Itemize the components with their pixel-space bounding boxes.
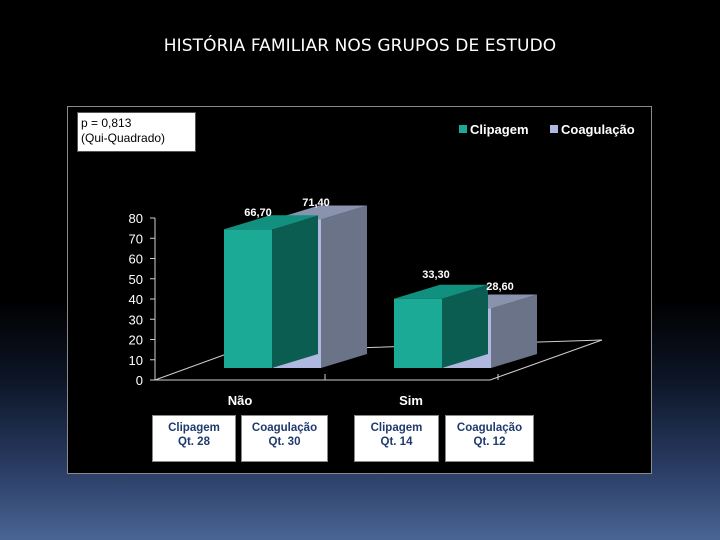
bar-side xyxy=(321,205,367,368)
y-tick-label: 80 xyxy=(129,211,143,226)
data-label: 71,40 xyxy=(302,197,330,209)
bar-side xyxy=(442,284,488,368)
y-tick-label: 60 xyxy=(129,252,143,267)
bar xyxy=(394,298,442,368)
count-qt: Qt. 14 xyxy=(380,436,413,448)
y-tick-label: 20 xyxy=(129,333,143,348)
bar xyxy=(224,229,272,368)
bar-top xyxy=(394,284,488,299)
y-tick-label: 30 xyxy=(129,312,143,327)
count-qt: Qt. 30 xyxy=(268,436,301,448)
legend-label: Coagulação xyxy=(561,122,635,137)
count-group: Clipagem xyxy=(370,422,423,434)
count-box-sim-clipagem: Clipagem Qt. 14 xyxy=(354,415,439,462)
y-tick-label: 10 xyxy=(129,353,143,368)
count-group: Coagulação xyxy=(456,422,523,434)
count-qt: Qt. 12 xyxy=(473,436,506,448)
data-label: 28,60 xyxy=(486,281,514,293)
bar-side xyxy=(272,215,318,368)
count-box-nao-coagulacao: Coagulação Qt. 30 xyxy=(241,415,328,462)
count-box-nao-clipagem: Clipagem Qt. 28 xyxy=(152,415,236,462)
bar-top xyxy=(224,215,318,230)
chart-floor-front-edge xyxy=(155,339,603,381)
legend-swatch xyxy=(550,125,558,133)
y-tick-label: 40 xyxy=(129,292,143,307)
y-tick-label: 50 xyxy=(129,272,143,287)
count-box-sim-coagulacao: Coagulação Qt. 12 xyxy=(445,415,534,462)
legend-label: Clipagem xyxy=(470,122,529,137)
count-qt: Qt. 28 xyxy=(178,436,210,448)
count-group: Coagulação xyxy=(251,422,318,434)
p-value-box: p = 0,813 (Qui-Quadrado) xyxy=(77,112,196,152)
y-tick-label: 0 xyxy=(136,373,143,388)
p-value: p = 0,813 xyxy=(81,116,132,130)
y-tick-label: 70 xyxy=(129,231,143,246)
slide-title: HISTÓRIA FAMILIAR NOS GRUPOS DE ESTUDO xyxy=(163,36,557,56)
x-category-label: Não xyxy=(228,393,253,408)
count-group: Clipagem xyxy=(168,422,220,434)
data-label: 66,70 xyxy=(244,207,272,219)
data-label: 33,30 xyxy=(422,269,450,281)
legend-swatch xyxy=(459,125,467,133)
x-category-label: Sim xyxy=(399,393,423,408)
test-name: (Qui-Quadrado) xyxy=(81,131,166,145)
bar-side xyxy=(491,294,537,368)
